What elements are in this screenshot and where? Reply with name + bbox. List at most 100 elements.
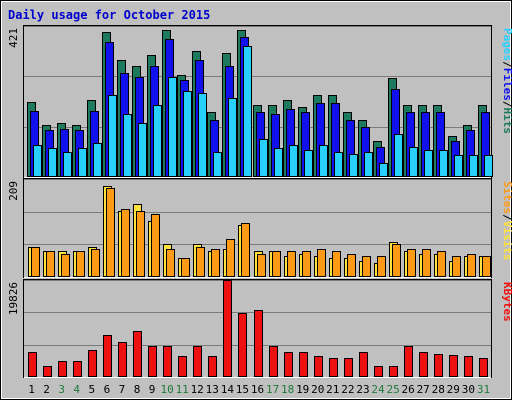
bar-kbytes-day-31 [479,358,488,377]
bar-sites-day-9 [151,214,160,277]
bar-pages-day-25 [394,134,403,177]
bar-kbytes-day-21 [329,358,338,377]
day-label-7: 7 [119,383,126,396]
legend-pages-files-hits: Pages/Files/Hits [501,28,512,134]
day-label-17: 17 [266,383,279,396]
legend-kbytes: KBytes [501,282,512,322]
legend-item: Visits [501,221,512,261]
day-label-16: 16 [251,383,264,396]
day-label-12: 12 [191,383,204,396]
bar-sites-day-16 [257,254,266,277]
bar-pages-day-26 [409,147,418,177]
bar-kbytes-day-23 [359,352,368,377]
bar-kbytes-day-12 [193,346,202,377]
day-label-5: 5 [88,383,95,396]
chart-title: Daily usage for October 2015 [8,8,210,22]
bar-kbytes-day-11 [178,356,187,377]
day-label-20: 20 [311,383,324,396]
bar-kbytes-day-10 [163,346,172,377]
bar-pages-day-8 [138,123,147,177]
legend-item: Files [501,68,512,101]
bar-sites-day-17 [272,251,281,277]
bar-kbytes-day-30 [464,356,473,377]
legend-item: Pages [501,28,512,61]
panel-visits-sites: 209 Sites/Visits [7,178,512,278]
bar-sites-day-18 [287,251,296,277]
bar-sites-day-11 [181,258,190,277]
bar-sites-day-1 [31,247,40,277]
day-label-8: 8 [134,383,141,396]
bar-kbytes-day-6 [103,335,112,377]
bar-sites-day-29 [452,256,461,277]
bar-sites-day-6 [106,188,115,277]
bar-sites-day-10 [166,249,175,277]
day-label-26: 26 [401,383,414,396]
bar-pages-day-15 [243,46,252,177]
bar-sites-day-15 [241,223,250,277]
bar-kbytes-day-9 [148,346,157,377]
bar-pages-day-27 [424,150,433,177]
ymax-label: 209 [7,181,20,201]
bar-pages-day-4 [78,148,87,177]
bar-kbytes-day-16 [254,310,263,377]
bar-sites-day-20 [317,249,326,277]
chart-panels: 421Pages/Files/Hits209Sites/Visits19826K… [7,25,512,378]
day-label-18: 18 [281,383,294,396]
day-label-22: 22 [341,383,354,396]
bar-pages-day-14 [228,98,237,177]
day-label-24: 24 [371,383,385,396]
day-label-1: 1 [28,383,35,396]
bar-pages-day-22 [349,154,358,177]
day-label-19: 19 [296,383,309,396]
bar-kbytes-day-4 [73,361,82,377]
legend-item: / [501,101,512,108]
day-label-23: 23 [356,383,369,396]
bar-kbytes-day-25 [389,366,398,377]
bar-pages-day-10 [168,77,177,177]
legend-item: Hits [501,108,512,135]
bar-pages-day-11 [183,91,192,177]
bar-kbytes-day-5 [88,350,97,377]
day-label-13: 13 [206,383,219,396]
bar-kbytes-day-17 [269,346,278,377]
day-label-6: 6 [104,383,111,396]
bar-pages-day-16 [259,139,268,177]
bar-kbytes-day-3 [58,361,67,377]
bar-pages-day-6 [108,95,117,177]
bar-sites-day-31 [482,256,491,277]
bar-kbytes-day-19 [299,352,308,377]
day-label-27: 27 [417,383,430,396]
bar-sites-day-3 [61,254,70,277]
day-label-10: 10 [160,383,173,396]
bar-pages-day-31 [484,155,493,177]
bar-pages-day-18 [289,145,298,177]
bar-sites-day-5 [91,249,100,277]
day-label-28: 28 [432,383,445,396]
day-labels: 1 2 3 4 5 6 7 8 9 10 11 12 13 14 15 16 17 18 19 20 21 22 23 24 2… [28,383,490,396]
bar-sites-day-12 [196,247,205,277]
bar-kbytes-day-27 [419,352,428,377]
bar-sites-day-14 [226,239,235,277]
bar-kbytes-day-13 [208,356,217,377]
legend-item: / [501,214,512,221]
bar-pages-day-5 [93,143,102,177]
series-kbytes [28,280,488,377]
bar-pages-day-1 [33,145,42,177]
bar-sites-day-19 [302,251,311,277]
bar-pages-day-9 [153,105,162,177]
bar-sites-day-22 [347,254,356,277]
bar-pages-day-12 [198,93,207,177]
bar-pages-day-7 [123,114,132,177]
day-label-15: 15 [236,383,249,396]
bar-sites-day-30 [467,254,476,277]
bar-sites-day-2 [46,251,55,277]
bar-sites-day-21 [332,251,341,277]
bar-kbytes-day-18 [284,352,293,377]
day-label-25: 25 [386,383,399,396]
day-label-3: 3 [58,383,65,396]
legend-item: Sites [501,181,512,214]
bar-kbytes-day-28 [434,354,443,377]
bar-pages-day-24 [379,163,388,177]
